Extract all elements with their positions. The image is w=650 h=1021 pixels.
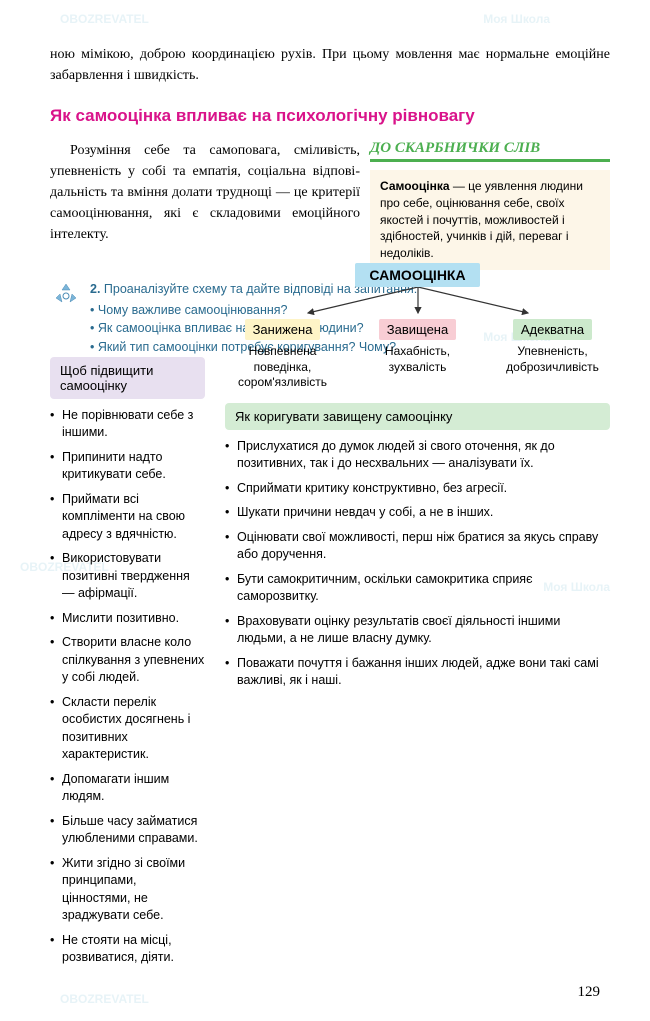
diagram-arrows-icon: [248, 287, 588, 317]
tips-raise-list: Не порівнювати себе з іншими. Припинити …: [50, 407, 205, 967]
diagram-item: Адекватна Упевненість, доброзичливість: [495, 319, 610, 391]
diagram-root-label: САМООЦІНКА: [355, 263, 479, 287]
list-item: Поважати почуття і бажання інших людей, …: [225, 655, 610, 690]
section-title: Як самооцінка впливає на психологічну рі…: [50, 106, 610, 126]
list-item: Створити власне коло спілкування з упевн…: [50, 634, 205, 687]
diagram-item-label: Завищена: [379, 319, 456, 340]
treasure-definition: Самооцінка — це уявлення людини про себе…: [370, 170, 610, 270]
list-item: Сприймати критику конструктивно, без агр…: [225, 480, 610, 498]
diagram-item-desc: Упевненість, доброзичливість: [495, 344, 610, 375]
diagram-item-label: Занижена: [245, 319, 321, 340]
list-item: Не порівнювати себе з іншими.: [50, 407, 205, 442]
list-item: Скласти перелік особистих досягнень і по…: [50, 694, 205, 764]
list-item: Допомагати іншим людям.: [50, 771, 205, 806]
list-item: Враховувати оцінку результатів своєї дія…: [225, 613, 610, 648]
diagram-item-desc: Невпевнена поведінка, сором'язливість: [225, 344, 340, 391]
list-item: Оцінювати свої можливості, перш ніж брат…: [225, 529, 610, 564]
diagram-children: Занижена Невпевнена поведінка, сором'язл…: [225, 319, 610, 391]
diagram-item-desc: Нахабність, зухвалість: [360, 344, 475, 375]
right-column: САМООЦІНКА Занижена Невпевнена поведінка…: [225, 247, 610, 974]
list-item: Жити згідно зі своїми принципами, ціннос…: [50, 855, 205, 925]
list-item: Припинити надто критикувати себе.: [50, 449, 205, 484]
treasure-term: Самооцінка: [380, 179, 450, 193]
page-number: 129: [50, 984, 610, 1001]
list-item: Прислухатися до думок людей зі свого ото…: [225, 438, 610, 473]
top-paragraph: ною мімікою, доброю координацією рухів. …: [50, 44, 610, 86]
list-item: Не стояти на місці, розвиватися, діяти.: [50, 932, 205, 967]
page-container: OBOZREVATEL Моя Школа Моя Школа OBOZREVA…: [0, 0, 650, 1021]
tips-correct-list: Прислухатися до думок людей зі свого ото…: [225, 438, 610, 690]
tips-raise-block: Щоб підвищити самооцінку Не порівнювати …: [50, 247, 205, 974]
list-item: Використовувати позитивні твердження — а…: [50, 550, 205, 603]
diagram-item-label: Адекватна: [513, 319, 592, 340]
tips-raise-title: Щоб підвищити самооцінку: [50, 357, 205, 399]
watermark: Моя Школа: [483, 12, 550, 26]
treasure-title: ДО СКАРБНИЧКИ СЛІВ: [370, 140, 610, 162]
list-item: Мислити позитивно.: [50, 610, 205, 628]
list-item: Більше часу займатися улюбленими справам…: [50, 813, 205, 848]
treasure-box: ДО СКАРБНИЧКИ СЛІВ Самооцінка — це уявле…: [370, 140, 610, 270]
diagram-item: Завищена Нахабність, зухвалість: [360, 319, 475, 391]
list-item: Бути самокритичним, оскільки самокритика…: [225, 571, 610, 606]
diagram-item: Занижена Невпевнена поведінка, сором'язл…: [225, 319, 340, 391]
list-item: Шукати причини невдач у собі, а не в інш…: [225, 504, 610, 522]
watermark: OBOZREVATEL: [60, 12, 149, 26]
tips-correct-title: Як коригувати завищену самооцінку: [225, 403, 610, 430]
diagram: САМООЦІНКА Занижена Невпевнена поведінка…: [225, 263, 610, 391]
lower-section: Щоб підвищити самооцінку Не порівнювати …: [50, 247, 610, 974]
list-item: Приймати всі компліменти на свою адресу …: [50, 491, 205, 544]
